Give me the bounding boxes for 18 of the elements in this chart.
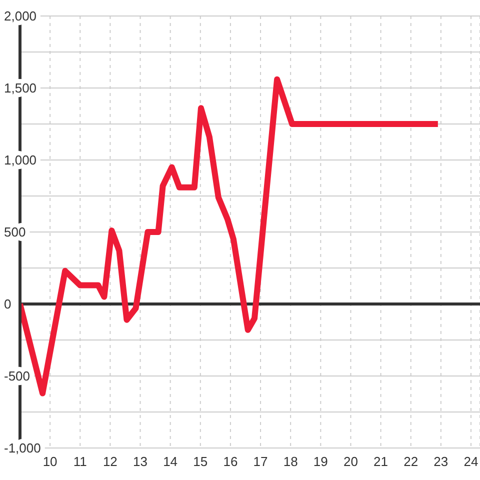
- x-tick-label: 18: [283, 454, 298, 470]
- y-tick-label: 0: [4, 296, 12, 312]
- x-tick-label: 21: [374, 454, 388, 470]
- x-tick-label: 14: [163, 454, 178, 470]
- x-tick-label: 23: [434, 454, 448, 470]
- x-tick-label: 10: [42, 454, 58, 470]
- x-tick-label: 17: [253, 454, 268, 470]
- x-tick-label: 15: [193, 454, 208, 470]
- x-tick-label: 16: [223, 454, 238, 470]
- x-tick-label: 19: [313, 454, 328, 470]
- x-tick-label: 20: [343, 454, 358, 470]
- x-tick-label: 13: [133, 454, 148, 470]
- x-tick-label: 11: [73, 454, 87, 470]
- x-tick-label: 22: [404, 454, 418, 470]
- y-tick-label: 2,000: [4, 8, 37, 24]
- x-tick-label: 24: [464, 454, 478, 470]
- x-tick-label: 12: [102, 454, 118, 470]
- y-tick-label: -1,000: [4, 440, 41, 456]
